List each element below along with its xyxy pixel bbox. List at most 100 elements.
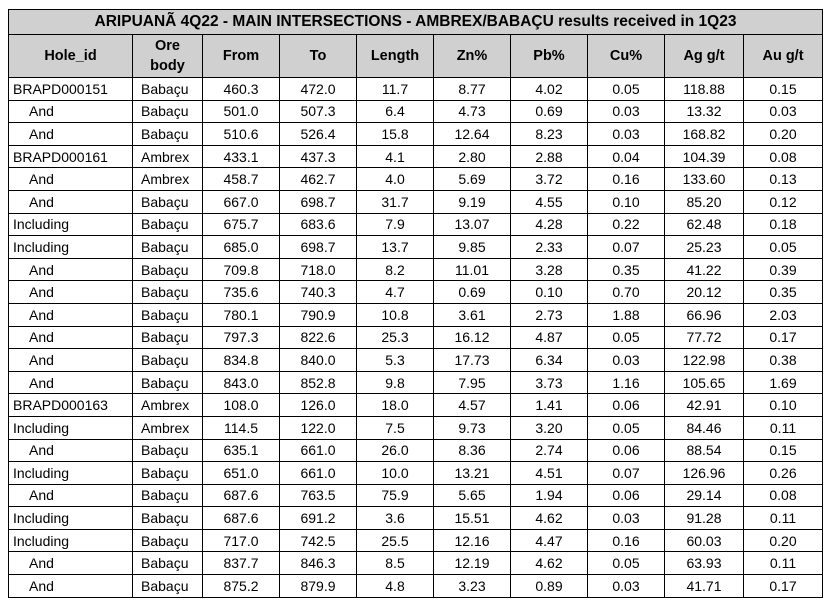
zn-cell: 17.73	[433, 348, 511, 372]
from-cell: 717.0	[202, 528, 280, 553]
from-cell: 675.7	[202, 212, 280, 237]
hole-id-cell: Including	[8, 415, 133, 440]
to-cell: 790.9	[279, 302, 357, 327]
pb-cell: 0.89	[510, 574, 588, 598]
hole-id-cell: And	[8, 280, 133, 304]
length-cell: 10.0	[356, 461, 434, 485]
cu-cell: 0.03	[587, 122, 665, 146]
length-cell: 3.6	[356, 506, 434, 530]
ore-body-cell: Babaçu	[132, 122, 203, 146]
cu-cell: 0.05	[587, 325, 665, 350]
ag-cell: 122.98	[664, 348, 744, 372]
col-header-from: From	[202, 34, 280, 78]
pb-cell: 3.28	[510, 257, 588, 282]
pb-cell: 6.34	[510, 348, 588, 372]
from-cell: 797.3	[202, 325, 280, 350]
table-row: Including Ambrex 114.5 122.0 7.5 9.73 3.20 0.05…	[8, 415, 824, 440]
table-row: BRAPD000151 Babaçu 460.3 472.0 11.7 8.77 4.02 0…	[8, 77, 824, 101]
table-row: Including Babaçu 685.0 698.7 13.7 9.85 2.33 0.0…	[8, 235, 824, 259]
from-cell: 837.7	[202, 551, 280, 576]
au-cell: 2.03	[742, 302, 824, 327]
length-cell: 4.1	[356, 144, 434, 169]
ag-cell: 66.96	[664, 302, 744, 327]
hole-id-cell: And	[8, 257, 133, 282]
hole-id-cell: Including	[8, 506, 133, 530]
pb-cell: 1.94	[510, 483, 588, 508]
ag-cell: 13.32	[664, 99, 744, 124]
ag-cell: 104.39	[664, 144, 744, 169]
au-cell: 0.11	[742, 551, 824, 576]
hole-id-cell: And	[8, 438, 133, 463]
cu-cell: 0.03	[587, 574, 665, 598]
ore-body-cell: Babaçu	[132, 280, 203, 304]
hole-id-cell: And	[8, 167, 133, 191]
zn-cell: 4.57	[433, 393, 511, 417]
to-cell: 691.2	[279, 506, 357, 530]
intersections-table: ARIPUANÃ 4Q22 - MAIN INTERSECTIONS - AMB…	[7, 9, 824, 598]
length-cell: 8.2	[356, 257, 434, 282]
ag-cell: 29.14	[664, 483, 744, 508]
au-cell: 0.13	[742, 167, 824, 191]
table-row: And Babaçu 780.1 790.9 10.8 3.61 2.73 1.88 66.96…	[8, 302, 824, 327]
pb-cell: 4.87	[510, 325, 588, 350]
cu-cell: 0.03	[587, 99, 665, 124]
table-row: Including Babaçu 687.6 691.2 3.6 15.51 4.62 0.0…	[8, 506, 824, 530]
ag-cell: 62.48	[664, 212, 744, 237]
hole-id-cell: Including	[8, 528, 133, 553]
ore-body-cell: Babaçu	[132, 212, 203, 237]
table-row: And Babaçu 834.8 840.0 5.3 17.73 6.34 0.03 122.9…	[8, 348, 824, 372]
length-cell: 31.7	[356, 189, 434, 214]
pb-cell: 2.88	[510, 144, 588, 169]
au-cell: 0.10	[742, 393, 824, 417]
length-cell: 4.7	[356, 280, 434, 304]
table-row: And Babaçu 501.0 507.3 6.4 4.73 0.69 0.03 13.32 0…	[8, 99, 824, 124]
length-cell: 9.8	[356, 370, 434, 395]
au-cell: 0.11	[742, 506, 824, 530]
length-cell: 5.3	[356, 348, 434, 372]
cu-cell: 0.22	[587, 212, 665, 237]
pb-cell: 0.69	[510, 99, 588, 124]
from-cell: 834.8	[202, 348, 280, 372]
to-cell: 126.0	[279, 393, 357, 417]
pb-cell: 4.47	[510, 528, 588, 553]
from-cell: 501.0	[202, 99, 280, 124]
length-cell: 18.0	[356, 393, 434, 417]
table-row: Including Babaçu 651.0 661.0 10.0 13.21 4.51 0.…	[8, 461, 824, 485]
from-cell: 875.2	[202, 574, 280, 598]
pb-cell: 0.10	[510, 280, 588, 304]
cu-cell: 0.70	[587, 280, 665, 304]
to-cell: 661.0	[279, 461, 357, 485]
table-row: And Babaçu 735.6 740.3 4.7 0.69 0.10 0.70 20.12 0…	[8, 280, 824, 304]
zn-cell: 7.95	[433, 370, 511, 395]
from-cell: 108.0	[202, 393, 280, 417]
table-row: And Babaçu 510.6 526.4 15.8 12.64 8.23 0.03 168.…	[8, 122, 824, 146]
ag-cell: 88.54	[664, 438, 744, 463]
from-cell: 843.0	[202, 370, 280, 395]
cu-cell: 0.35	[587, 257, 665, 282]
ag-cell: 91.28	[664, 506, 744, 530]
ag-cell: 41.71	[664, 574, 744, 598]
to-cell: 507.3	[279, 99, 357, 124]
zn-cell: 5.69	[433, 167, 511, 191]
from-cell: 651.0	[202, 461, 280, 485]
from-cell: 709.8	[202, 257, 280, 282]
pb-cell: 4.51	[510, 461, 588, 485]
ag-cell: 84.46	[664, 415, 744, 440]
ore-body-cell: Babaçu	[132, 235, 203, 259]
cu-cell: 0.10	[587, 189, 665, 214]
cu-cell: 0.06	[587, 483, 665, 508]
hole-id-cell: BRAPD000161	[8, 144, 133, 169]
to-cell: 879.9	[279, 574, 357, 598]
ag-cell: 85.20	[664, 189, 744, 214]
length-cell: 13.7	[356, 235, 434, 259]
ore-body-cell: Babaçu	[132, 77, 203, 101]
pb-cell: 4.62	[510, 506, 588, 530]
au-cell: 0.26	[742, 461, 824, 485]
col-header-hole-id: Hole_id	[8, 34, 133, 78]
zn-cell: 16.12	[433, 325, 511, 350]
ag-cell: 133.60	[664, 167, 744, 191]
to-cell: 683.6	[279, 212, 357, 237]
ag-cell: 118.88	[664, 77, 744, 101]
ag-cell: 25.23	[664, 235, 744, 259]
length-cell: 6.4	[356, 99, 434, 124]
